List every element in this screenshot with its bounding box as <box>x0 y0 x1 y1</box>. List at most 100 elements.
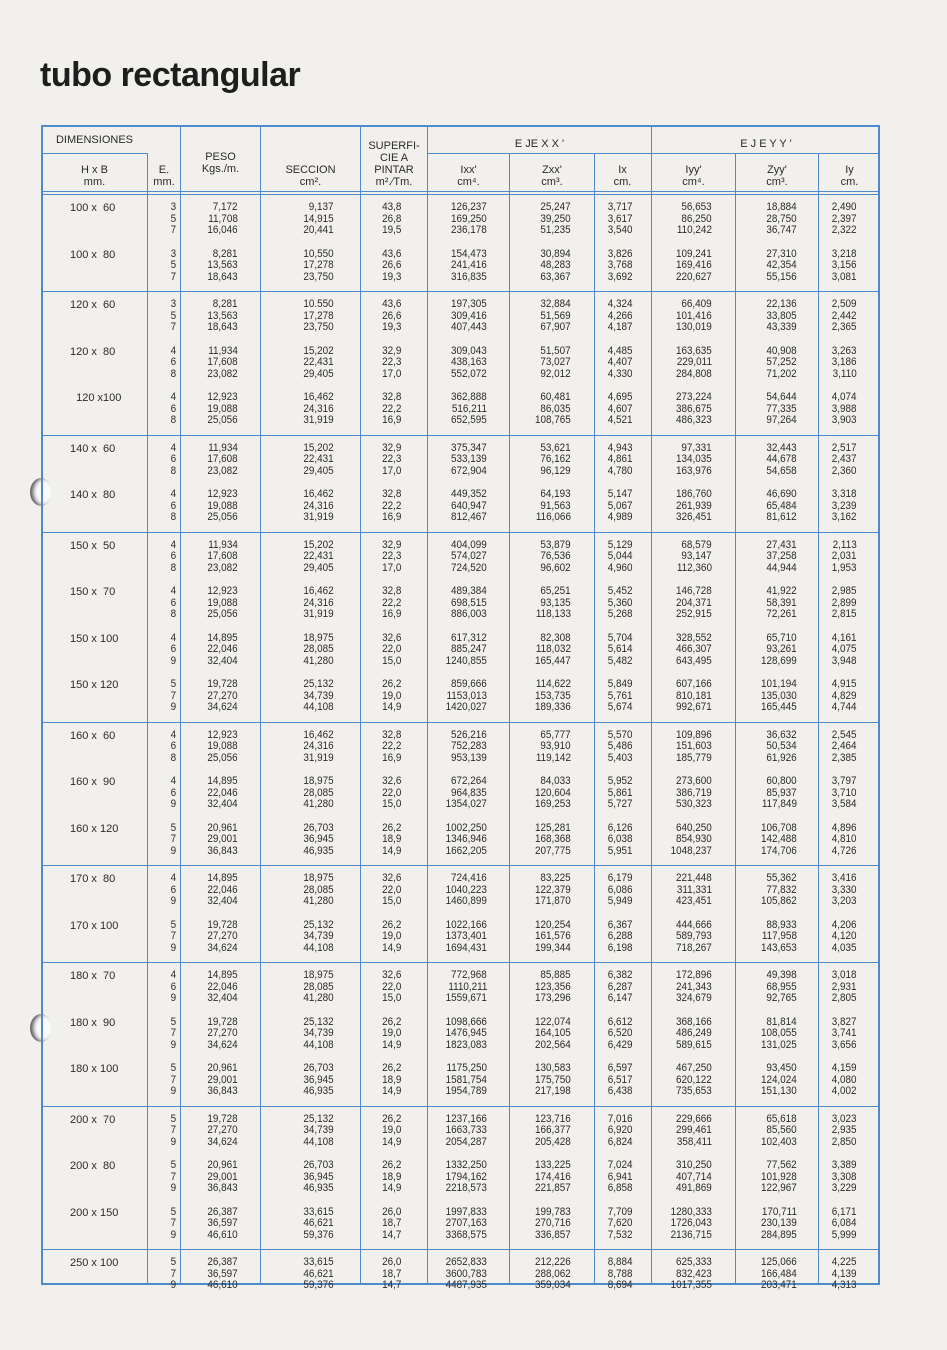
cell-e: 9 <box>170 1085 176 1098</box>
cell-seccion: 16,462 <box>303 585 334 597</box>
cell-iy: 3,903 <box>832 414 857 427</box>
cell-ix: 7,709 <box>608 1205 633 1218</box>
cell-iyy: 163,635 <box>676 344 712 357</box>
cell-peso: 34,624 <box>207 1038 238 1051</box>
cell-ix: 4,943 <box>608 441 633 454</box>
table-frame <box>41 125 880 1285</box>
cell-ix: 5,268 <box>608 608 633 621</box>
cell-zyy: 54,658 <box>766 464 797 477</box>
cell-ixx: 617,312 <box>451 631 487 644</box>
block-separator <box>41 962 880 963</box>
cell-iy: 3,023 <box>832 1112 857 1125</box>
cell-iy: 4,915 <box>832 678 857 690</box>
cell-seccion: 31,919 <box>303 751 334 764</box>
cell-iy: 3,239 <box>832 499 857 512</box>
cell-ixx: 407,443 <box>451 321 487 334</box>
cell-ix: 6,382 <box>608 969 633 981</box>
cell-iyy: 407,714 <box>676 1170 712 1183</box>
cell-zxx: 65,251 <box>540 585 571 597</box>
cell-zxx: 122,379 <box>535 883 571 896</box>
cell-ix: 4,989 <box>608 511 633 524</box>
cell-ixx: 1997,833 <box>445 1205 487 1218</box>
cell-zxx: 169,253 <box>535 798 571 811</box>
header-rule <box>41 153 147 154</box>
cell-zxx: 84,033 <box>540 775 571 787</box>
cell-superficie: 18,9 <box>381 833 401 846</box>
cell-seccion: 46,935 <box>303 844 334 857</box>
cell-zyy: 27,431 <box>766 538 797 551</box>
cell-peso: 20,961 <box>207 1062 238 1074</box>
cell-e: 4 <box>170 631 176 644</box>
cell-ixx: 964,835 <box>451 786 487 799</box>
cell-zxx: 63,367 <box>540 270 571 283</box>
cell-superficie: 32,6 <box>381 969 401 981</box>
cell-ixx: 154,473 <box>451 247 487 260</box>
cell-iy: 2,899 <box>832 596 857 609</box>
cell-seccion: 46,935 <box>303 1182 334 1195</box>
cell-zxx: 76,536 <box>540 550 571 563</box>
cell-ixx: 1098,666 <box>445 1015 487 1028</box>
cell-ix: 6,920 <box>608 1124 633 1137</box>
cell-e: 9 <box>170 798 176 811</box>
cell-superficie: 32,8 <box>381 585 401 597</box>
cell-zyy: 37,258 <box>766 550 797 563</box>
cell-superficie: 19,3 <box>381 270 401 283</box>
header-zxx: Zxx' cm³. <box>510 164 594 188</box>
cell-e: 7 <box>170 1217 176 1230</box>
cell-peso: 34,624 <box>207 1135 238 1148</box>
cell-seccion: 29,405 <box>303 367 334 380</box>
cell-iyy: 151,603 <box>676 740 712 753</box>
cell-zxx: 51,235 <box>540 224 571 237</box>
header-superficie-3: PINTAR <box>374 164 414 176</box>
cell-ix: 5,704 <box>608 631 633 644</box>
header-hxb-label: H x B <box>81 164 108 176</box>
column-rule <box>818 153 819 1285</box>
dimension-label: 160 x 60 <box>70 729 116 742</box>
cell-e: 5 <box>170 918 176 931</box>
cell-seccion: 26,703 <box>303 1062 334 1074</box>
cell-iy: 2,113 <box>832 538 857 551</box>
cell-zxx: 96,129 <box>540 464 571 477</box>
dimension-label: 140 x 60 <box>70 442 116 455</box>
cell-ixx: 449,352 <box>451 488 487 500</box>
block-separator <box>41 721 880 723</box>
cell-peso: 32,404 <box>207 798 238 811</box>
cell-zxx: 86,035 <box>540 402 571 415</box>
cell-e: 6 <box>170 643 176 656</box>
cell-superficie: 22,0 <box>381 980 401 993</box>
cell-e: 7 <box>170 1027 176 1040</box>
cell-ix: 5,674 <box>608 701 633 714</box>
header-zxx-label: Zxx' <box>542 164 562 176</box>
header-ixx-label: Ixx' <box>460 164 477 176</box>
cell-ix: 7,024 <box>608 1159 633 1171</box>
cell-ix: 3,768 <box>608 259 633 272</box>
cell-superficie: 26,2 <box>381 1112 401 1125</box>
cell-zyy: 27,310 <box>766 247 797 260</box>
cell-zyy: 106,708 <box>761 821 797 834</box>
cell-ix: 6,288 <box>608 930 633 943</box>
cell-iyy: 1280,333 <box>670 1205 712 1218</box>
cell-iy: 2,850 <box>832 1135 857 1148</box>
cell-ix: 6,941 <box>608 1170 633 1183</box>
cell-ix: 6,086 <box>608 883 633 896</box>
cell-iy: 3,308 <box>832 1170 857 1183</box>
dimension-label: 160 x 90 <box>70 776 116 788</box>
cell-ix: 4,695 <box>608 391 633 403</box>
cell-e: 6 <box>170 402 176 415</box>
cell-peso: 11,934 <box>208 538 238 551</box>
cell-superficie: 14,7 <box>381 1228 401 1241</box>
header-zyy-unit: cm³. <box>766 176 788 188</box>
header-e: E. mm. <box>148 164 180 188</box>
cell-ix: 6,038 <box>608 833 633 846</box>
cell-superficie: 15,0 <box>381 654 401 667</box>
cell-peso: 23,082 <box>207 464 238 477</box>
cell-iy: 4,225 <box>832 1256 857 1268</box>
cell-iyy: 607,166 <box>676 678 712 690</box>
cell-ix: 6,126 <box>608 821 633 834</box>
cell-iyy: 146,728 <box>676 585 712 597</box>
cell-iy: 3,218 <box>832 247 857 260</box>
cell-seccion: 10.550 <box>303 298 334 310</box>
dimension-label: 170 x 100 <box>70 919 119 932</box>
cell-seccion: 22,431 <box>303 356 334 369</box>
cell-iy: 2,545 <box>832 728 857 741</box>
